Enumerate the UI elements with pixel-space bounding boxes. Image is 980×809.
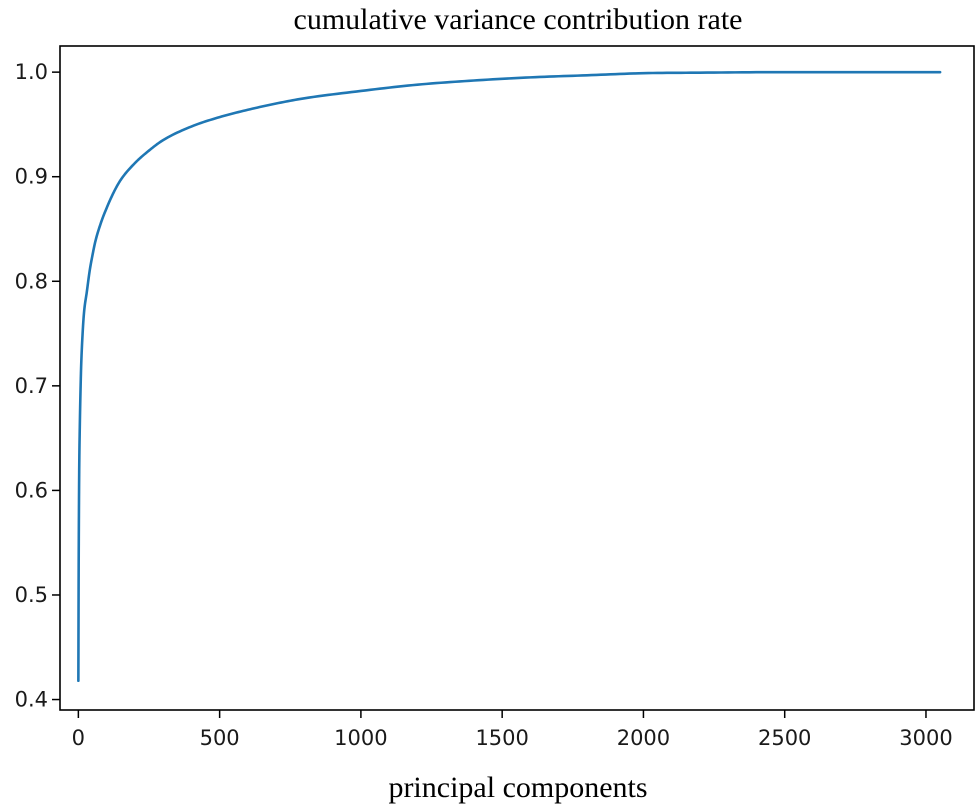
- y-tick-label: 0.8: [15, 269, 48, 293]
- x-tick-label: 3000: [899, 726, 952, 750]
- y-tick-label: 0.7: [15, 374, 48, 398]
- x-tick-label: 2000: [617, 726, 670, 750]
- series-line-cumulative-variance: [77, 70, 942, 683]
- x-tick-label: 2500: [758, 726, 811, 750]
- x-axis: 0 500 1000 1500 2000 2500 3000: [72, 710, 953, 750]
- x-tick-label: 1000: [334, 726, 387, 750]
- y-axis: 0.4 0.5 0.6 0.7 0.8 0.9 1.0: [15, 60, 60, 712]
- axes-frame: [59, 45, 975, 711]
- plot-layer: [77, 70, 942, 683]
- y-tick-label: 0.9: [15, 165, 48, 189]
- x-tick-label: 0: [72, 726, 85, 750]
- y-tick-label: 1.0: [15, 60, 48, 84]
- x-axis-label: principal components: [388, 771, 647, 804]
- x-tick-label: 500: [200, 726, 240, 750]
- x-tick-label: 1500: [475, 726, 528, 750]
- y-tick-label: 0.4: [15, 688, 48, 712]
- y-tick-label: 0.5: [15, 583, 48, 607]
- y-tick-label: 0.6: [15, 478, 48, 502]
- chart-title: cumulative variance contribution rate: [294, 3, 743, 36]
